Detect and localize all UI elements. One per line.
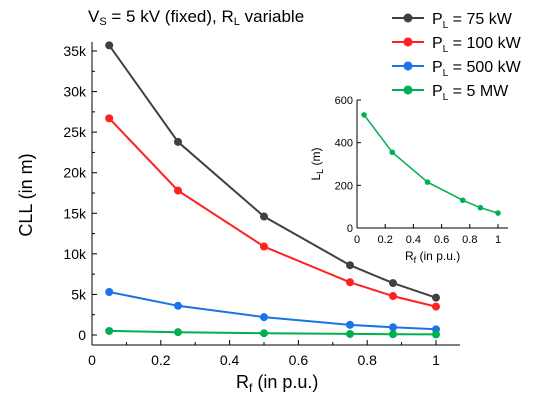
inset-x-tick-label: 0 [354, 234, 360, 246]
inset-data-point [424, 179, 431, 185]
y-tick-label: 15k [63, 205, 87, 221]
inset-data-point [361, 112, 367, 118]
data-point [174, 137, 182, 146]
data-point [346, 261, 354, 270]
data-point [346, 329, 354, 338]
data-point [260, 313, 268, 322]
inset-data-point [389, 149, 396, 156]
y-tick-label: 35k [63, 43, 87, 59]
data-point [174, 186, 182, 195]
inset-data-point [495, 210, 501, 216]
inset-x-tick-label: 0.6 [434, 234, 449, 246]
x-tick-label: 0.8 [357, 352, 377, 368]
data-point [260, 212, 268, 221]
data-point [432, 302, 440, 311]
legend-swatch-marker [403, 85, 413, 95]
inset-y-tick-label: 400 [335, 138, 353, 150]
legend-label: PL = 75 kW [432, 11, 513, 31]
data-point [105, 41, 114, 50]
data-point [105, 287, 114, 296]
y-tick-label: 30k [63, 84, 87, 100]
inset-x-tick-label: 0.2 [378, 234, 393, 246]
series-line-2 [108, 117, 437, 308]
x-tick-label: 0.6 [289, 352, 309, 368]
data-point [389, 292, 397, 301]
inset-x-tick-label: 0.8 [462, 234, 477, 246]
y-tick-label: 10k [63, 246, 87, 262]
inset-series-line [363, 114, 499, 214]
data-point [260, 329, 268, 338]
data-point [105, 326, 114, 335]
y-tick-label: 5k [71, 286, 87, 302]
series-line-4 [109, 329, 437, 336]
legend-label: PL = 500 kW [432, 59, 522, 79]
inset-x-tick-label: 1 [495, 234, 501, 246]
y-axis-label: CLL (in m) [16, 153, 36, 236]
inset-y-axis-label: LL (m) [309, 147, 325, 180]
inset-y-tick-label: 0 [347, 223, 353, 235]
inset-x-ticks: 0 0.2 0.4 0.6 0.8 1 [354, 224, 501, 246]
legend-swatch-marker [403, 61, 413, 71]
series-line-3 [109, 291, 437, 331]
data-point [389, 279, 397, 288]
x-tick-label: 1 [432, 352, 440, 368]
x-tick-label: 0 [88, 352, 96, 368]
x-axis-ticks: 0 0.2 0.4 0.6 0.8 1 [88, 340, 440, 368]
data-point [105, 114, 114, 123]
inset-y-tick-label: 200 [335, 180, 353, 192]
main-series-group [105, 41, 440, 339]
legend-swatch-marker [403, 37, 413, 47]
y-axis-ticks: 0 5k 10k 15k 20k 25k 30k 35k [63, 43, 97, 343]
x-axis-label: Rf (in p.u.) [236, 372, 318, 395]
inset-x-axis-label: Rf (in p.u.) [405, 249, 460, 265]
data-point [432, 293, 440, 302]
legend: PL = 75 kW PL = 100 kW PL = 500 kW PL = 5 M… [392, 11, 522, 103]
legend-swatch-marker [403, 13, 413, 23]
inset-chart: 0 200 400 600 0 0.2 0.4 0.6 0.8 1 LL (m) Rf (in … [309, 95, 508, 265]
x-tick-label: 0.4 [220, 352, 240, 368]
data-point [174, 301, 182, 310]
inset-x-tick-label: 0.4 [406, 234, 421, 246]
inset-series-group [361, 112, 501, 216]
legend-label: PL = 5 MW [432, 83, 509, 103]
inset-y-ticks: 0 200 400 600 [335, 95, 361, 235]
data-point [346, 320, 354, 329]
data-point [432, 330, 440, 339]
series-line-1 [108, 44, 437, 299]
y-tick-label: 25k [63, 124, 87, 140]
data-point [260, 242, 268, 251]
data-point [389, 330, 397, 339]
inset-data-point [477, 204, 484, 211]
legend-label: PL = 100 kW [432, 35, 522, 55]
inset-data-point [459, 197, 466, 204]
y-tick-label: 0 [78, 327, 86, 343]
data-point [174, 328, 182, 337]
x-tick-label: 0.2 [151, 352, 171, 368]
data-point [346, 278, 354, 287]
y-tick-label: 20k [63, 165, 87, 181]
inset-y-tick-label: 600 [335, 95, 353, 107]
chart-title: VS = 5 kV (fixed), RL variable [88, 7, 304, 28]
data-point [389, 323, 397, 332]
